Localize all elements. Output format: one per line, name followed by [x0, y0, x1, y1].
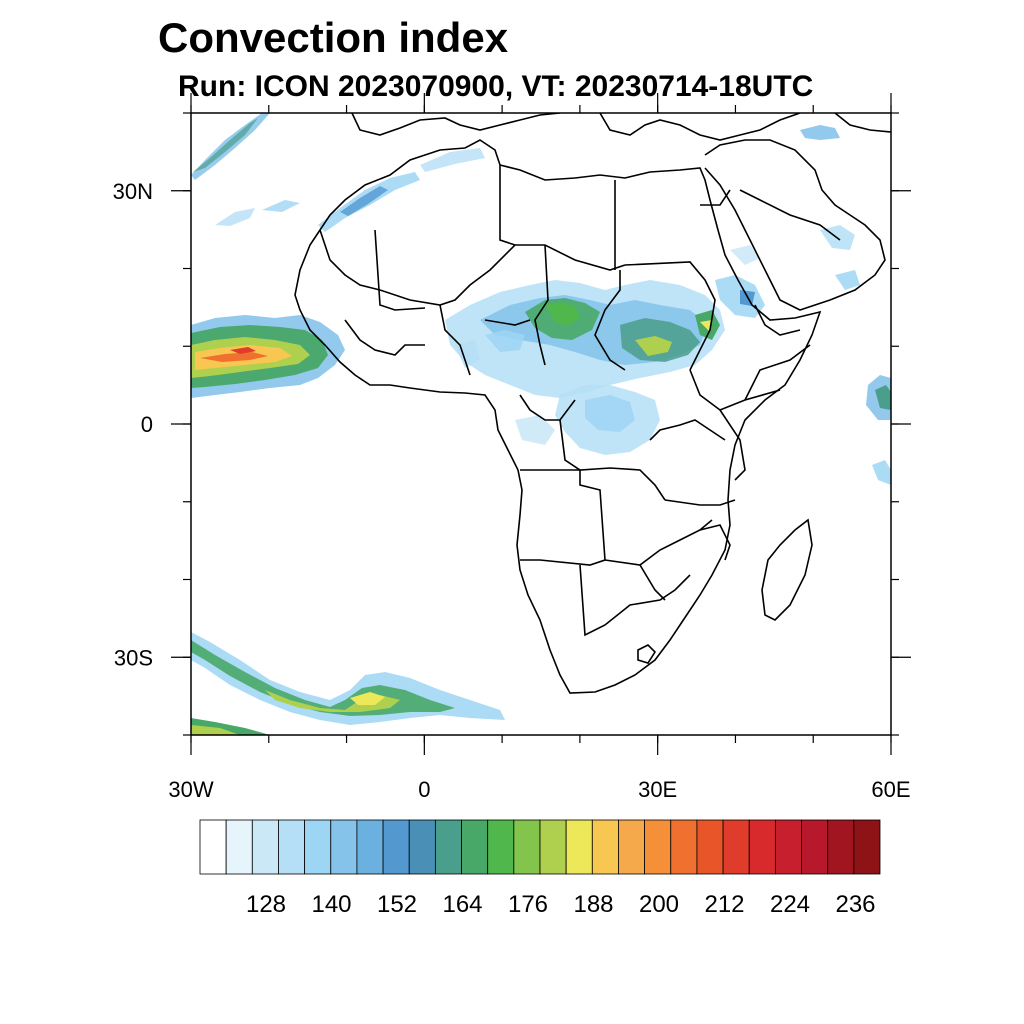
colorbar-swatch: [565, 819, 593, 875]
x-tick-label: 30E: [638, 777, 677, 802]
x-tick-label: 60E: [871, 777, 910, 802]
colorbar-swatch: [304, 819, 332, 875]
colorbar-label: 188: [573, 891, 613, 918]
colorbar-swatch: [827, 819, 855, 875]
colorbar-swatch: [618, 819, 646, 875]
colorbar-swatch: [461, 819, 489, 875]
y-tick-label: 30N: [113, 179, 153, 204]
colorbar-label: 236: [835, 891, 875, 918]
colorbar-swatch: [853, 819, 881, 875]
colorbar-label: 224: [770, 891, 810, 918]
colorbar-swatch: [722, 819, 750, 875]
colorbar-swatch: [434, 819, 462, 875]
colorbar-swatch: [199, 819, 227, 875]
colorbar-label: 140: [311, 891, 351, 918]
colorbar-label: 200: [639, 891, 679, 918]
colorbar: 128 140 152 164 176 188 200 212 224 236: [199, 819, 881, 918]
colorbar-label: 152: [377, 891, 417, 918]
colorbar-swatch: [774, 819, 802, 875]
colorbar-label: 176: [508, 891, 548, 918]
colorbar-label: 212: [704, 891, 744, 918]
convection-field: [191, 113, 891, 735]
colorbar-swatch: [748, 819, 776, 875]
x-tick-label: 0: [418, 777, 430, 802]
axis-ticks: 30W 0 30E 60E 30N 0 30S: [113, 93, 911, 802]
colorbar-swatch: [251, 819, 279, 875]
colorbar-swatch: [225, 819, 253, 875]
africa-coastline: [294, 139, 822, 694]
x-tick-label: 30W: [168, 777, 213, 802]
colorbar-swatch: [408, 819, 436, 875]
colorbar-swatch: [278, 819, 306, 875]
colorbar-swatch: [539, 819, 567, 875]
colorbar-label: 128: [246, 891, 286, 918]
y-tick-label: 0: [141, 412, 153, 437]
colorbar-swatch: [801, 819, 829, 875]
madagascar: [761, 518, 813, 621]
page-subtitle: Run: ICON 2023070900, VT: 20230714-18UTC: [178, 70, 814, 103]
colorbar-swatch: [644, 819, 672, 875]
colorbar-swatch: [513, 819, 541, 875]
colorbar-swatch: [330, 819, 358, 875]
country-borders: [294, 113, 891, 694]
colorbar-swatch: [382, 819, 410, 875]
y-tick-label: 30S: [114, 645, 153, 670]
colorbar-swatch: [670, 819, 698, 875]
page-title: Convection index: [158, 14, 509, 61]
colorbar-label: 164: [442, 891, 482, 918]
colorbar-swatch: [487, 819, 515, 875]
arabia-coast: [704, 139, 886, 311]
colorbar-swatch: [356, 819, 384, 875]
colorbar-swatch: [696, 819, 724, 875]
colorbar-swatch: [591, 819, 619, 875]
